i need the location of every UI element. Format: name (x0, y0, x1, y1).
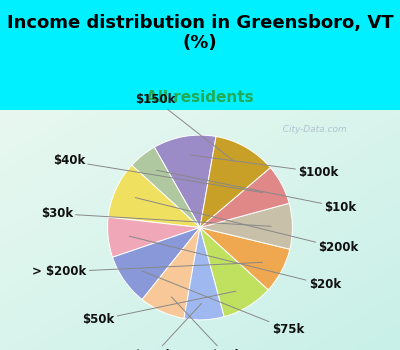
Text: $50k: $50k (82, 291, 236, 327)
Text: $20k: $20k (129, 236, 341, 291)
Wedge shape (200, 168, 289, 228)
Wedge shape (132, 147, 200, 228)
Text: $125k: $125k (134, 303, 202, 350)
Wedge shape (154, 135, 216, 228)
Wedge shape (184, 228, 224, 320)
Text: > $200k: > $200k (32, 262, 262, 278)
Text: $10k: $10k (157, 170, 356, 214)
Wedge shape (112, 228, 200, 300)
Text: $100k: $100k (190, 155, 338, 178)
Wedge shape (200, 203, 292, 249)
Text: $40k: $40k (53, 154, 263, 192)
Text: $75k: $75k (142, 271, 304, 336)
Wedge shape (142, 228, 200, 318)
Wedge shape (108, 217, 200, 257)
Text: Income distribution in Greensboro, VT
(%): Income distribution in Greensboro, VT (%… (7, 14, 393, 52)
Wedge shape (200, 228, 268, 317)
Wedge shape (200, 228, 290, 290)
Text: All residents: All residents (146, 90, 254, 105)
Text: City-Data.com: City-Data.com (277, 125, 347, 134)
Wedge shape (108, 165, 200, 228)
Text: $60k: $60k (171, 297, 242, 350)
Text: $200k: $200k (135, 198, 359, 254)
Wedge shape (200, 136, 270, 228)
Text: $30k: $30k (41, 207, 271, 226)
Text: $150k: $150k (136, 93, 234, 162)
